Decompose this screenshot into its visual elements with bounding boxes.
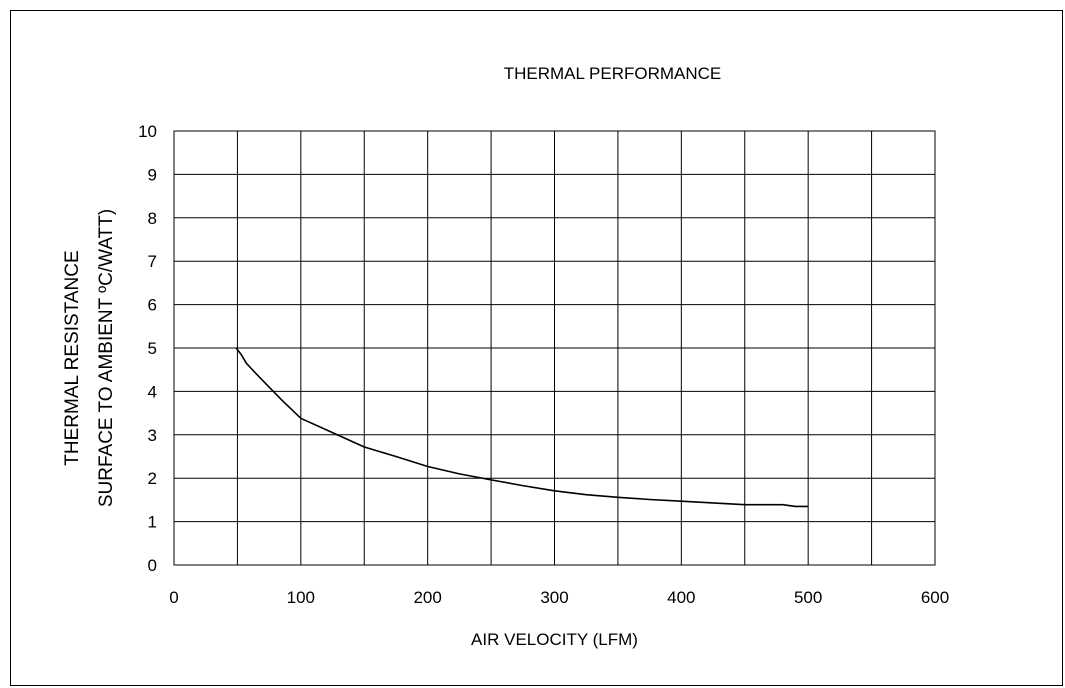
x-tick-label: 100 [287, 588, 315, 607]
y-axis-label-line-1: THERMAL RESISTANCE [62, 250, 83, 466]
chart-title-text: THERMAL PERFORMANCE [503, 64, 722, 83]
y-tick-label: 5 [148, 339, 157, 358]
y-tick-label: 10 [138, 122, 157, 141]
x-tick-label: 400 [667, 588, 695, 607]
y-tick-label: 4 [148, 382, 157, 401]
y-tick-label: 0 [148, 556, 157, 575]
chart-title: THERMAL PERFORMANCE [0, 64, 1065, 84]
y-axis-label-line-2: SURFACE TO AMBIENT ºC/WATT) [96, 208, 117, 508]
y-tick-label: 9 [148, 165, 157, 184]
y-axis-label-text: THERMAL RESISTANCE SURFACE TO AMBIENT ºC… [56, 209, 124, 507]
y-tick-label: 3 [148, 426, 157, 445]
tick-labels: 0 100 200 300 400 500 600 0 1 2 3 4 5 6 7 8 9 10 [138, 122, 949, 607]
series-line [235, 347, 809, 508]
x-tick-label: 300 [540, 588, 568, 607]
x-axis-label-text: AIR VELOCITY (LFM) [471, 630, 638, 649]
y-tick-label: 1 [148, 513, 157, 532]
grid-lines [173, 130, 936, 566]
y-tick-label: 6 [148, 296, 157, 315]
series-layer [235, 347, 809, 508]
y-tick-label: 8 [148, 209, 157, 228]
x-tick-label: 500 [794, 588, 822, 607]
x-axis-label: AIR VELOCITY (LFM) [0, 630, 1065, 650]
y-tick-label: 7 [148, 252, 157, 271]
x-tick-label: 600 [921, 588, 949, 607]
y-tick-label: 2 [148, 469, 157, 488]
x-tick-label: 200 [413, 588, 441, 607]
plot-border [173, 130, 936, 566]
x-tick-label: 0 [169, 588, 178, 607]
